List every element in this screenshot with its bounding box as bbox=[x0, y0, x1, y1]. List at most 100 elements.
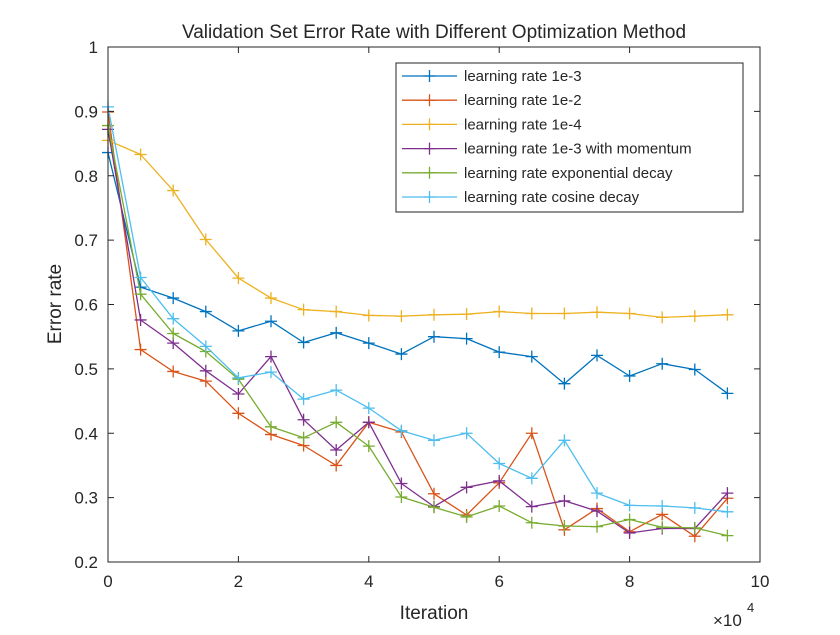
data-point-marker bbox=[656, 521, 669, 534]
data-point-marker bbox=[591, 306, 603, 319]
legend-swatch-marker bbox=[423, 70, 436, 82]
y-tick-label: 0.4 bbox=[74, 424, 98, 443]
series-6 bbox=[102, 100, 734, 518]
data-point-marker bbox=[167, 327, 180, 340]
data-point-marker bbox=[460, 427, 473, 440]
legend-swatch-marker bbox=[423, 118, 436, 131]
data-point-marker bbox=[134, 288, 147, 301]
legend-swatch-marker bbox=[423, 166, 436, 179]
data-point-marker bbox=[591, 349, 603, 362]
data-point-marker bbox=[493, 474, 506, 487]
data-point-marker bbox=[134, 148, 147, 161]
y-tick-label: 0.3 bbox=[74, 489, 98, 508]
legend-entry: learning rate 1e-4 bbox=[402, 116, 582, 133]
data-point-marker bbox=[297, 431, 310, 444]
data-point-marker bbox=[525, 427, 538, 440]
data-point-marker bbox=[232, 324, 245, 337]
data-point-marker bbox=[591, 487, 603, 500]
data-point-marker bbox=[493, 457, 506, 470]
data-point-marker bbox=[525, 516, 538, 529]
data-point-marker bbox=[199, 364, 212, 377]
data-point-marker bbox=[525, 500, 538, 513]
data-point-marker bbox=[134, 271, 147, 284]
data-point-marker bbox=[395, 490, 408, 503]
data-point-marker bbox=[265, 350, 277, 363]
x-tick-label: 4 bbox=[364, 572, 373, 591]
legend-label: learning rate 1e-4 bbox=[464, 116, 582, 133]
y-tick-label: 0.6 bbox=[74, 296, 98, 315]
data-point-marker bbox=[623, 527, 636, 540]
data-point-marker bbox=[460, 332, 473, 345]
data-point-marker bbox=[623, 499, 636, 512]
data-point-marker bbox=[623, 369, 636, 382]
series-layer bbox=[102, 100, 734, 543]
legend-entry: learning rate 1e-2 bbox=[402, 92, 582, 109]
legend-entry: learning rate cosine decay bbox=[402, 189, 640, 206]
data-point-marker bbox=[330, 416, 343, 429]
data-point-marker bbox=[199, 233, 212, 246]
data-point-marker bbox=[395, 424, 408, 437]
data-point-marker bbox=[167, 292, 180, 305]
data-point-marker bbox=[721, 308, 734, 321]
chart-title: Validation Set Error Rate with Different… bbox=[182, 22, 686, 43]
data-point-marker bbox=[591, 505, 603, 518]
data-point-marker bbox=[199, 305, 212, 318]
series-line bbox=[107, 129, 728, 534]
data-point-marker bbox=[134, 343, 147, 356]
data-point-marker bbox=[525, 472, 538, 485]
data-point-marker bbox=[493, 499, 506, 512]
data-point-marker bbox=[688, 501, 701, 514]
data-point-marker bbox=[591, 520, 603, 533]
data-point-marker bbox=[232, 371, 245, 384]
data-point-marker bbox=[656, 357, 669, 370]
series-line bbox=[107, 106, 728, 513]
legend-label: learning rate 1e-3 bbox=[464, 68, 582, 85]
data-point-marker bbox=[525, 350, 538, 363]
legend-entry: learning rate exponential decay bbox=[402, 165, 673, 182]
data-point-marker bbox=[330, 384, 343, 397]
x-tick-label: 10 bbox=[751, 572, 770, 591]
data-point-marker bbox=[232, 387, 245, 400]
data-point-marker bbox=[265, 292, 277, 305]
data-point-marker bbox=[558, 494, 571, 507]
series-line bbox=[107, 125, 728, 537]
data-point-marker bbox=[167, 184, 180, 197]
data-point-marker bbox=[330, 326, 343, 339]
data-point-marker bbox=[362, 416, 375, 429]
data-point-marker bbox=[232, 407, 245, 420]
data-point-marker bbox=[688, 521, 701, 534]
series-line bbox=[107, 152, 728, 394]
legend-swatch-marker bbox=[423, 94, 436, 107]
data-point-marker bbox=[428, 434, 440, 447]
data-point-marker bbox=[721, 387, 734, 400]
legend: learning rate 1e-3 learning rate 1e-2 lear… bbox=[395, 62, 744, 213]
data-point-marker bbox=[428, 330, 440, 343]
data-point-marker bbox=[623, 307, 636, 320]
data-point-marker bbox=[721, 487, 734, 500]
x-tick-label: 2 bbox=[234, 572, 243, 591]
x-axis-label: Iteration bbox=[400, 603, 469, 624]
x-tick-label: 8 bbox=[625, 572, 634, 591]
data-point-marker bbox=[428, 308, 440, 321]
data-point-marker bbox=[525, 307, 538, 320]
data-point-marker bbox=[688, 310, 701, 323]
data-point-marker bbox=[460, 510, 473, 523]
x-tick-label: 0 bbox=[103, 572, 112, 591]
data-point-marker bbox=[395, 348, 408, 361]
legend-swatch-marker bbox=[423, 191, 436, 203]
y-tick-label: 0.8 bbox=[74, 167, 98, 186]
data-point-marker bbox=[395, 310, 408, 323]
y-tick-label: 0.9 bbox=[74, 102, 98, 121]
data-point-marker bbox=[623, 513, 636, 526]
data-point-marker bbox=[362, 309, 375, 322]
legend-label: learning rate cosine decay bbox=[464, 189, 640, 206]
series-3 bbox=[102, 134, 734, 324]
data-point-marker bbox=[265, 366, 277, 379]
data-point-marker bbox=[265, 420, 277, 433]
x-multiplier-exponent: 4 bbox=[747, 600, 754, 615]
x-tick-label: 6 bbox=[494, 572, 503, 591]
y-tick-label: 0.2 bbox=[74, 553, 98, 572]
y-tick-label: 1 bbox=[89, 38, 98, 57]
